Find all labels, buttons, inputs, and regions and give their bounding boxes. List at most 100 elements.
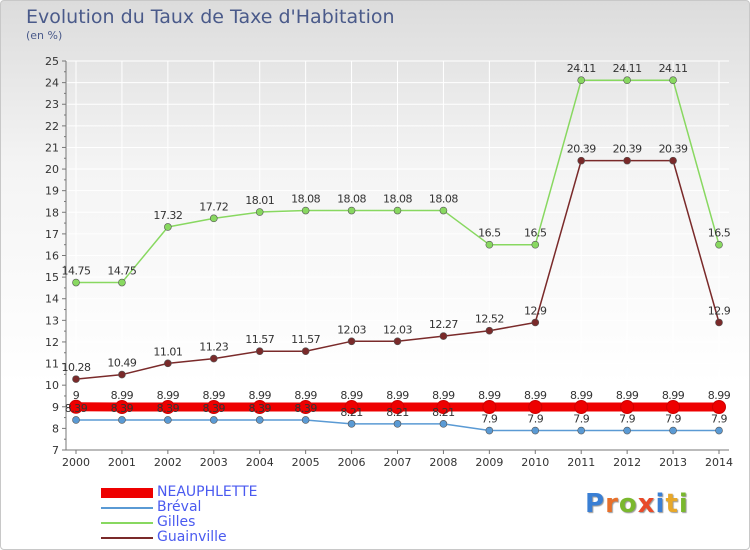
data-label: 8.99 bbox=[570, 389, 593, 402]
data-point bbox=[347, 420, 356, 428]
data-point bbox=[160, 399, 175, 414]
data-point bbox=[531, 426, 540, 435]
legend-swatch bbox=[101, 522, 153, 524]
data-point bbox=[114, 399, 129, 414]
y-tick-label: 20 bbox=[45, 163, 59, 176]
data-label: 7.9 bbox=[573, 413, 589, 426]
data-label: 18.08 bbox=[291, 193, 320, 206]
data-point bbox=[72, 416, 80, 424]
data-label: 12.9 bbox=[708, 304, 731, 317]
x-tick-label: 2012 bbox=[613, 456, 641, 469]
data-label: 11.23 bbox=[199, 341, 228, 354]
data-point bbox=[715, 426, 723, 435]
data-label: 8.99 bbox=[616, 389, 639, 402]
data-point bbox=[252, 399, 267, 414]
y-tick-label: 23 bbox=[45, 98, 59, 111]
y-tick-label: 9 bbox=[52, 401, 59, 414]
data-point bbox=[669, 156, 677, 165]
data-point bbox=[623, 76, 631, 85]
data-label: 8.39 bbox=[65, 402, 88, 415]
data-point bbox=[577, 426, 586, 435]
data-label: 8.99 bbox=[432, 389, 455, 402]
data-point bbox=[72, 375, 80, 383]
data-point bbox=[620, 399, 635, 414]
x-tick-label: 2004 bbox=[246, 456, 274, 469]
legend-swatch bbox=[101, 488, 153, 498]
data-point bbox=[347, 337, 356, 346]
y-tick-label: 14 bbox=[45, 293, 59, 306]
legend-label: NEAUPHLETTE bbox=[157, 484, 258, 500]
y-tick-label: 13 bbox=[45, 314, 59, 327]
x-tick-label: 2002 bbox=[154, 456, 182, 469]
data-label: 8.99 bbox=[111, 389, 134, 402]
data-point bbox=[439, 420, 448, 428]
legend-label: Gilles bbox=[157, 514, 196, 530]
data-label: 18.08 bbox=[337, 193, 366, 206]
data-point bbox=[669, 426, 677, 435]
y-tick-label: 22 bbox=[45, 120, 59, 133]
data-point bbox=[164, 223, 172, 231]
data-label: 8.39 bbox=[203, 402, 226, 415]
data-label: 8.99 bbox=[708, 389, 731, 402]
data-label: 7.9 bbox=[619, 413, 635, 426]
data-point bbox=[69, 399, 83, 414]
legend-label: Bréval bbox=[157, 499, 202, 515]
y-tick-label: 19 bbox=[45, 185, 59, 198]
data-point bbox=[439, 332, 448, 340]
data-label: 20.39 bbox=[567, 143, 596, 156]
logo-letter: r bbox=[605, 489, 619, 519]
legend-swatch bbox=[101, 507, 153, 509]
legend-label: Guainville bbox=[157, 529, 227, 545]
data-point bbox=[485, 426, 494, 435]
data-label: 12.9 bbox=[524, 304, 547, 317]
data-label: 10.28 bbox=[62, 361, 91, 374]
y-tick-label: 25 bbox=[45, 55, 59, 68]
data-point bbox=[164, 416, 172, 424]
data-label: 8.99 bbox=[203, 389, 226, 402]
logo-letter: P bbox=[585, 489, 606, 519]
data-label: 8.39 bbox=[157, 402, 180, 415]
data-label: 8.39 bbox=[248, 402, 271, 415]
data-point bbox=[439, 206, 448, 215]
chart-title: Evolution du Taux de Taxe d'Habitation bbox=[26, 6, 395, 28]
data-point bbox=[390, 399, 405, 414]
data-point bbox=[255, 416, 264, 424]
x-tick-label: 2003 bbox=[200, 456, 228, 469]
data-label: 16.5 bbox=[708, 227, 731, 240]
y-tick-label: 15 bbox=[45, 271, 59, 284]
data-label: 11.01 bbox=[153, 345, 182, 358]
data-point bbox=[712, 399, 726, 414]
logo-letter: i bbox=[655, 489, 666, 519]
chart-unit-label: (en %) bbox=[26, 29, 63, 42]
y-tick-label: 21 bbox=[45, 141, 59, 154]
data-label: 7.9 bbox=[481, 413, 497, 426]
data-point bbox=[528, 399, 543, 414]
proxiti-logo: Proxiti bbox=[585, 489, 689, 519]
data-label: 16.5 bbox=[524, 227, 547, 240]
data-label: 8.21 bbox=[432, 406, 455, 419]
data-label: 8.99 bbox=[478, 389, 501, 402]
data-point bbox=[436, 399, 451, 414]
data-point bbox=[393, 337, 402, 346]
legend-swatch bbox=[101, 537, 153, 539]
data-point bbox=[118, 278, 126, 287]
data-point bbox=[574, 399, 589, 414]
x-tick-label: 2007 bbox=[384, 456, 412, 469]
data-label: 12.27 bbox=[429, 318, 458, 331]
data-label: 24.11 bbox=[659, 62, 688, 75]
y-tick-label: 11 bbox=[45, 358, 59, 371]
data-point bbox=[531, 318, 540, 327]
x-tick-label: 2010 bbox=[521, 456, 549, 469]
data-point bbox=[72, 278, 80, 287]
data-point bbox=[209, 416, 218, 424]
data-label: 20.39 bbox=[613, 143, 642, 156]
data-point bbox=[669, 76, 677, 85]
x-tick-label: 2011 bbox=[567, 456, 595, 469]
data-point bbox=[255, 347, 264, 356]
data-label: 18.08 bbox=[383, 193, 412, 206]
y-tick-label: 24 bbox=[45, 77, 59, 90]
data-label: 12.03 bbox=[337, 323, 366, 336]
logo-letter: x bbox=[637, 489, 656, 519]
